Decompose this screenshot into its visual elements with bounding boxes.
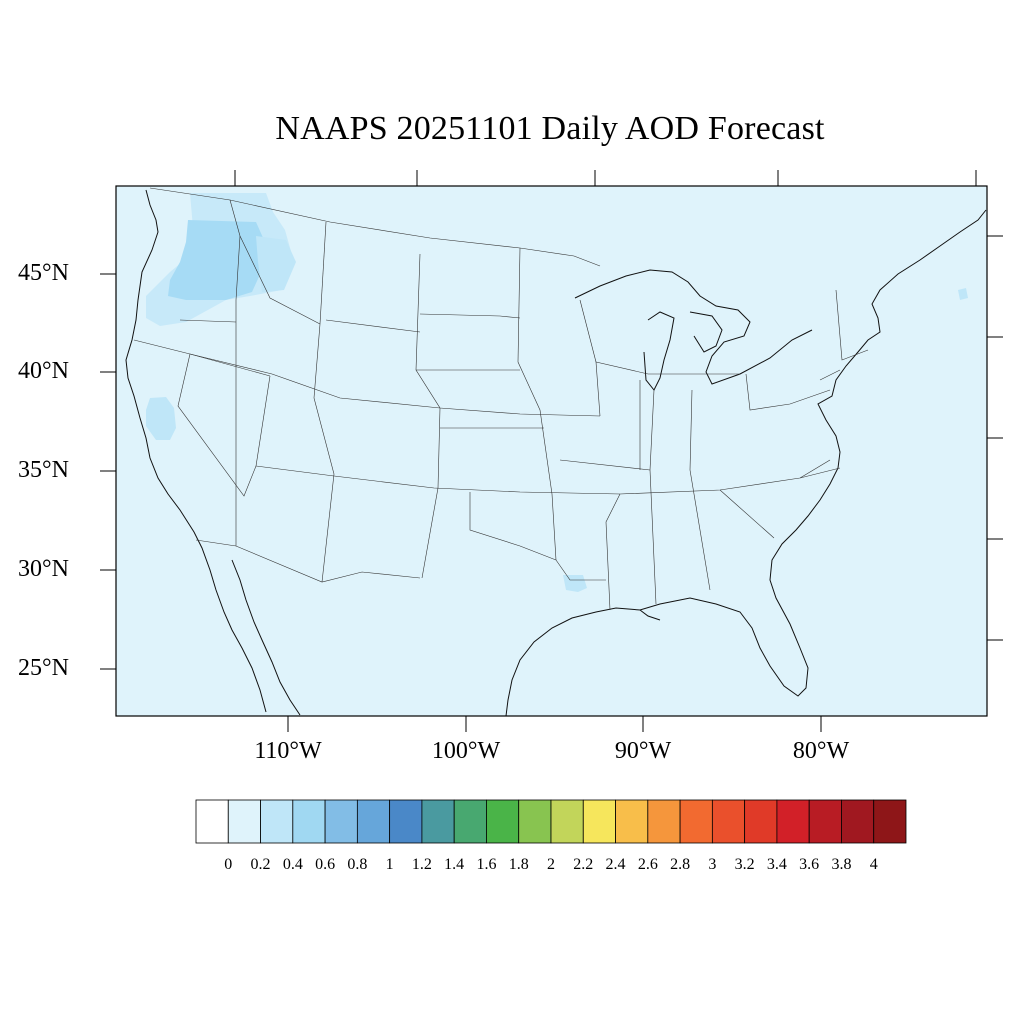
colorbar (195, 799, 907, 844)
map-title: NAAPS 20251101 Daily AOD Forecast (275, 110, 825, 147)
aod-patch-california (146, 397, 176, 440)
colorbar-label: 0.2 (250, 856, 271, 873)
latitude-label: 35°N (18, 457, 69, 483)
aod-patches (146, 193, 968, 592)
colorbar-label: 1 (385, 856, 394, 873)
colorbar-swatch (615, 799, 649, 844)
latitude-label: 25°N (18, 655, 69, 681)
colorbar-label: 0.6 (315, 856, 336, 873)
colorbar-swatch (356, 799, 391, 844)
colorbar-label: 3.6 (799, 856, 820, 873)
map-frame (115, 185, 988, 717)
colorbar-swatch (389, 799, 423, 844)
colorbar-swatch (292, 799, 326, 844)
longitude-label: 100°W (431, 738, 501, 764)
colorbar-label: 1.6 (476, 856, 497, 873)
latitude-label: 30°N (18, 556, 69, 582)
colorbar-label: 3.8 (831, 856, 852, 873)
colorbar-swatch (421, 799, 455, 844)
longitude-label: 80°W (792, 738, 850, 764)
colorbar-label: 0 (224, 856, 233, 873)
aod-patch-maine (958, 288, 968, 300)
colorbar-swatch (711, 799, 746, 844)
longitude-label: 90°W (614, 738, 672, 764)
colorbar-swatch (744, 799, 778, 844)
map-ticks (100, 170, 1003, 732)
latitude-label: 45°N (18, 260, 69, 286)
state-borders (133, 187, 869, 611)
colorbar-swatch (324, 799, 358, 844)
colorbar-label: 0.4 (282, 856, 303, 873)
colorbar-label: 1.2 (411, 856, 432, 873)
colorbar-swatch (776, 799, 810, 844)
colorbar-swatch (260, 799, 294, 844)
colorbar-swatch (808, 799, 842, 844)
colorbar-label: 3.4 (766, 856, 787, 873)
colorbar-label: 4 (869, 856, 878, 873)
colorbar-swatch (647, 799, 681, 844)
colorbar-swatch (453, 799, 487, 844)
longitude-label: 110°W (254, 738, 322, 764)
coastlines (125, 189, 987, 717)
colorbar-label: 3 (708, 856, 717, 873)
colorbar-swatch (582, 799, 616, 844)
colorbar-swatch (195, 799, 229, 844)
colorbar-swatch (679, 799, 713, 844)
colorbar-label: 2.4 (605, 856, 626, 873)
colorbar-label: 2 (547, 856, 555, 873)
colorbar-label: 2.8 (670, 856, 691, 873)
latitude-label: 40°N (18, 358, 69, 384)
colorbar-label: 1.4 (444, 856, 465, 873)
aod-patch-idaho (256, 236, 296, 292)
colorbar-label: 0.8 (347, 856, 368, 873)
colorbar-label: 2.6 (637, 856, 658, 873)
colorbar-swatch (550, 799, 584, 844)
aod-patch-louisiana (563, 575, 587, 592)
colorbar-swatch (227, 799, 261, 844)
colorbar-label: 3.2 (734, 856, 755, 873)
colorbar-swatch (841, 799, 875, 844)
colorbar-label: 1.8 (508, 856, 529, 873)
colorbar-swatch (873, 799, 907, 844)
colorbar-swatch (518, 799, 552, 844)
colorbar-label: 2.2 (573, 856, 594, 873)
colorbar-swatch (486, 799, 520, 844)
